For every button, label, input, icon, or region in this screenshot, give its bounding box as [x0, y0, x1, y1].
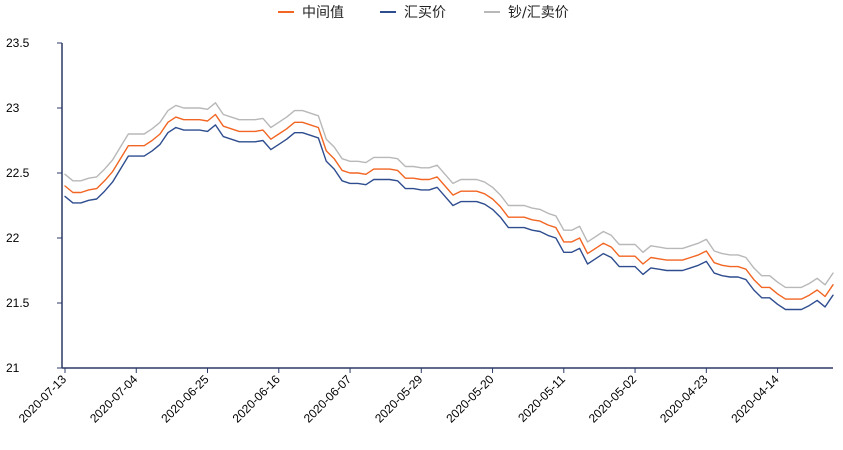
x-tick-label: 2020-05-20: [443, 372, 497, 426]
x-tick-label: 2020-05-11: [515, 372, 568, 425]
y-tick-label: 23.5: [6, 36, 30, 50]
x-tick-label: 2020-05-29: [372, 372, 426, 426]
x-tick-label: 2020-07-13: [16, 372, 70, 426]
x-tick-label: 2020-06-07: [301, 372, 355, 426]
series-line-1: [64, 124, 834, 311]
series-line-2: [64, 102, 834, 289]
legend: 中间值 汇买价 钞/汇卖价: [278, 5, 569, 21]
x-tick-label: 2020-04-23: [657, 372, 711, 426]
legend-label: 中间值: [302, 5, 344, 21]
series-group: [64, 102, 834, 311]
y-tick-label: 21.5: [6, 296, 30, 310]
y-tick-label: 22.5: [6, 166, 30, 180]
x-tick-label: 2020-06-25: [158, 372, 212, 426]
legend-label: 汇买价: [404, 5, 446, 21]
y-tick-label: 23: [6, 101, 20, 115]
x-tick-label: 2020-06-16: [230, 372, 284, 426]
series-line-0: [64, 113, 834, 300]
x-tick-label: 2020-05-02: [586, 372, 640, 426]
y-tick-label: 22: [6, 231, 20, 245]
y-axis: 21 21.5 22 22.5 23 23.5: [6, 36, 63, 375]
legend-label: 钞/汇卖价: [508, 5, 569, 21]
x-tick-label: 2020-07-04: [87, 372, 141, 426]
x-axis: 2020-07-13 2020-07-04 2020-06-25 2020-06-16…: [16, 367, 833, 426]
y-tick-label: 21: [6, 361, 20, 375]
x-tick-label: 2020-04-14: [728, 372, 782, 426]
